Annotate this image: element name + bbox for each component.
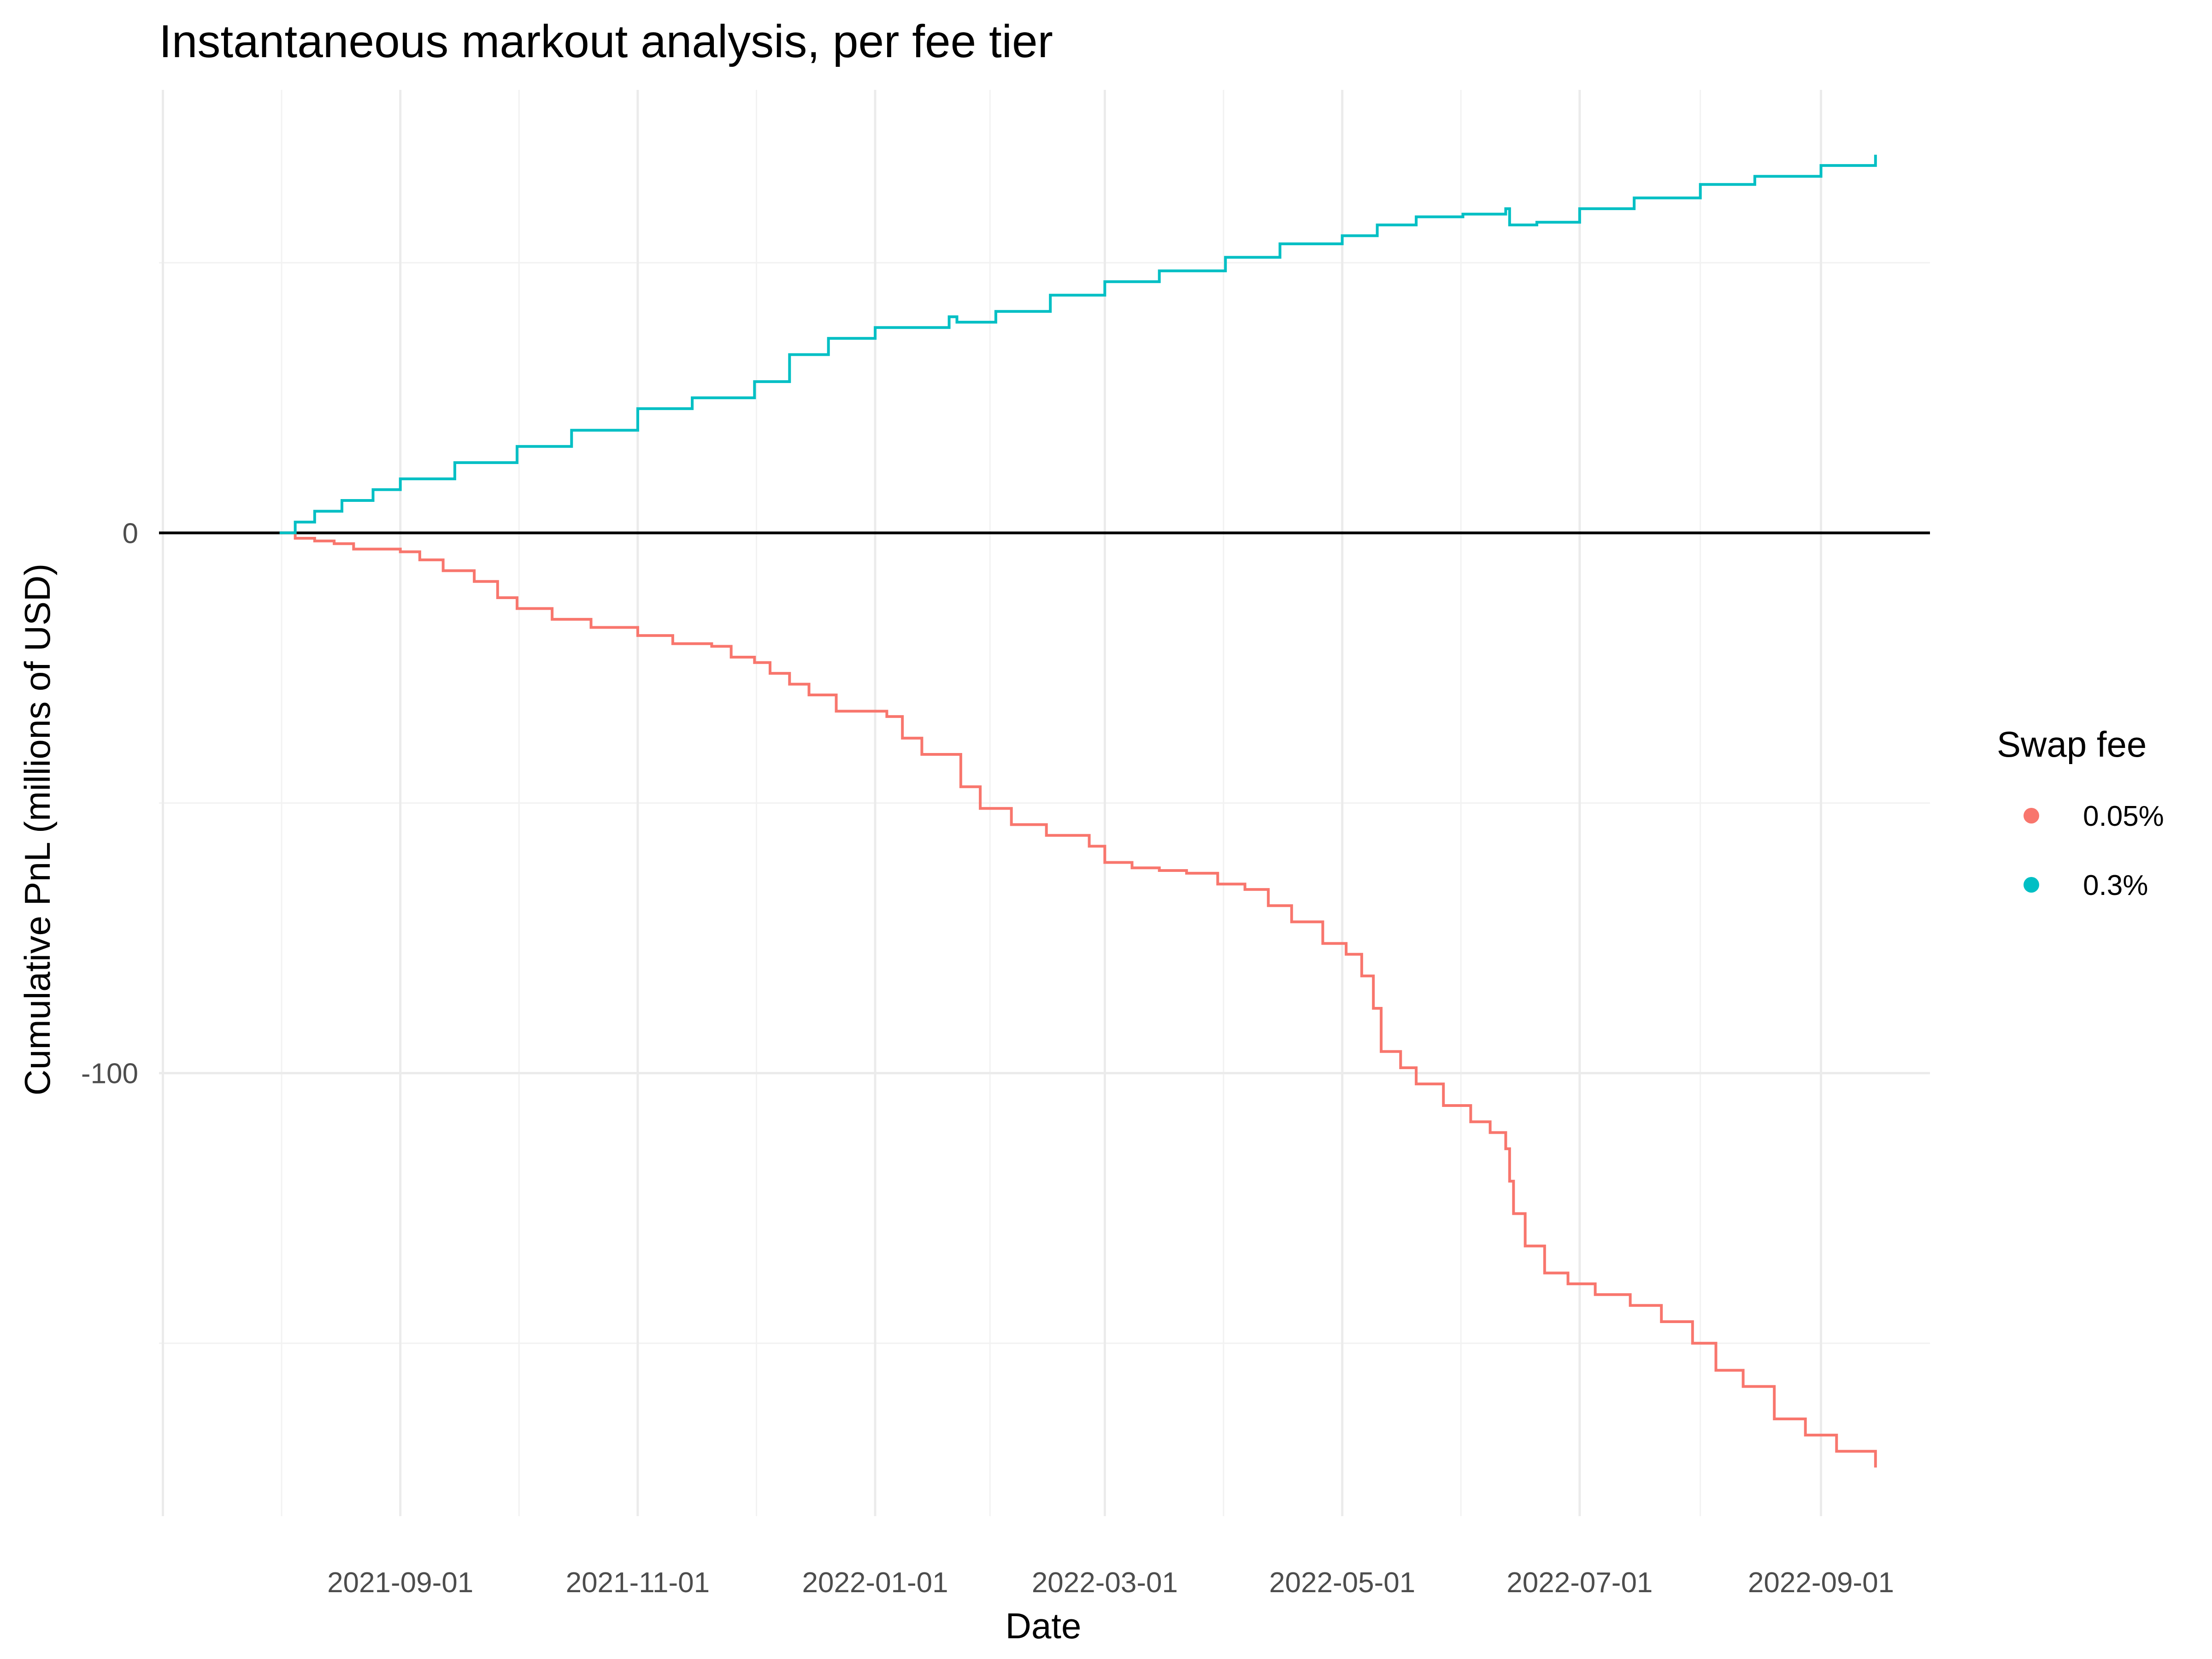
legend: Swap fee 0.05% 0.3% — [1997, 724, 2164, 901]
x-tick-label: 2021-09-01 — [327, 1567, 473, 1599]
series-line-fee-0-05 — [279, 531, 1877, 1468]
legend-swatch — [2024, 808, 2039, 824]
series-line-fee-0-3 — [279, 154, 1877, 535]
x-axis-title: Date — [1006, 1606, 1082, 1646]
x-tick-label: 2022-07-01 — [1506, 1567, 1653, 1599]
x-tick-label: 2022-01-01 — [802, 1567, 948, 1599]
legend-items: 0.05% 0.3% — [2024, 800, 2164, 901]
legend-label: 0.05% — [2083, 800, 2164, 832]
x-tick-label: 2022-05-01 — [1269, 1567, 1415, 1599]
minor-gridlines — [159, 90, 1930, 1516]
x-tick-label: 2022-03-01 — [1032, 1567, 1178, 1599]
legend-label: 0.3% — [2083, 870, 2148, 901]
y-tick-label: 0 — [123, 518, 138, 549]
chart-title: Instantaneous markout analysis, per fee … — [159, 16, 1053, 67]
x-tick-label: 2022-09-01 — [1748, 1567, 1894, 1599]
y-axis-title: Cumulative PnL (millions of USD) — [17, 564, 58, 1095]
x-tick-labels: 2021-09-01 2021-11-01 2022-01-01 2022-03-01… — [327, 1567, 1894, 1599]
series-layer — [279, 154, 1877, 1468]
legend-swatch — [2024, 877, 2039, 893]
y-tick-labels: 0 -100 — [81, 518, 138, 1089]
legend-title: Swap fee — [1997, 724, 2147, 765]
x-tick-label: 2021-11-01 — [566, 1567, 710, 1599]
y-tick-label: -100 — [81, 1058, 138, 1090]
